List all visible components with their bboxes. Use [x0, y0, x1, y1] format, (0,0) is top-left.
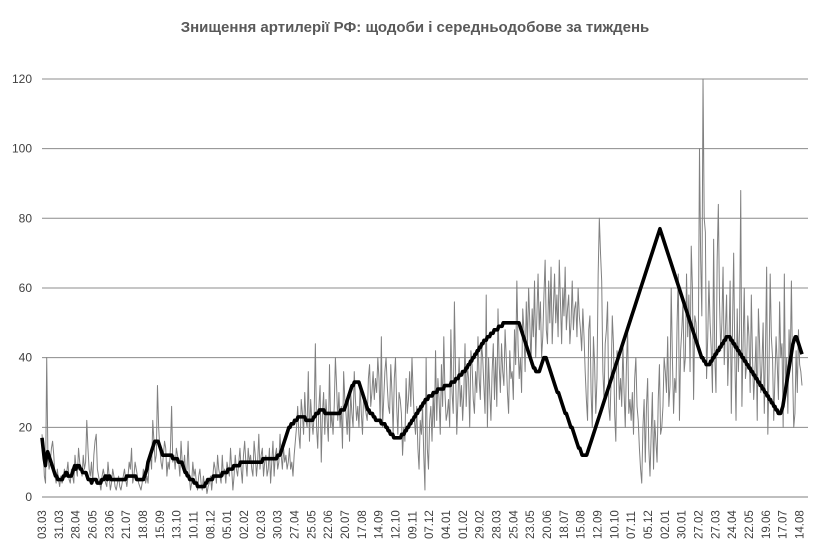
y-tick-label: 80: [19, 211, 33, 225]
x-tick-label: 27.03: [710, 510, 722, 539]
y-axis-labels: 0 20 40 60 80 100 120: [12, 72, 32, 504]
x-tick-label: 17.08: [357, 510, 369, 539]
x-tick-label: 31.03: [54, 510, 66, 539]
x-tick-label: 22.05: [744, 510, 756, 539]
x-tick-label: 25.04: [508, 510, 520, 539]
x-tick-label: 12.09: [593, 510, 605, 539]
x-tick-label: 10.10: [609, 510, 621, 539]
y-tick-label: 40: [19, 351, 33, 365]
x-tick-label: 24.04: [727, 510, 739, 539]
x-tick-label: 28.03: [492, 510, 504, 539]
series-line-daily: [41, 78, 803, 495]
series-line-weekly-average: [40, 226, 804, 489]
x-tick-label: 15.08: [576, 510, 588, 539]
x-tick-label: 04.01: [441, 510, 453, 539]
x-tick-label: 17.07: [778, 510, 790, 539]
x-tick-label: 14.08: [795, 510, 807, 539]
x-tick-label: 09.11: [407, 511, 419, 539]
x-axis-labels: 03.03 31.03 28.04 26.05 23.06 21.07 18.08 15.09…: [37, 510, 807, 539]
x-tick-label: 27.04: [290, 510, 302, 539]
x-tick-label: 08.12: [205, 510, 217, 539]
y-tick-label: 120: [12, 72, 32, 86]
x-tick-label: 20.06: [542, 510, 554, 539]
x-tick-label: 22.06: [323, 510, 335, 539]
x-tick-label: 25.05: [306, 510, 318, 539]
series-lines: [40, 78, 804, 495]
x-tick-label: 18.08: [138, 510, 150, 539]
x-tick-label: 20.07: [340, 510, 352, 539]
x-tick-label: 13.10: [172, 510, 184, 539]
x-tick-label: 02.01: [660, 510, 672, 539]
x-tick-label: 02.03: [256, 510, 268, 539]
x-tick-label: 27.02: [694, 510, 706, 539]
x-tick-label: 21.07: [121, 510, 133, 539]
y-tick-label: 100: [12, 142, 32, 156]
chart-title: Знищення артилерії РФ: щодоби і середньо…: [181, 19, 650, 36]
x-tick-label: 02.02: [239, 510, 251, 539]
x-tick-label: 15.09: [155, 510, 167, 539]
gridlines: [42, 78, 808, 428]
x-tick-label: 19.06: [761, 510, 773, 539]
x-tick-label: 07.12: [424, 510, 436, 539]
y-tick-label: 20: [19, 420, 33, 434]
x-tick-label: 23.05: [525, 510, 537, 539]
x-tick-label: 12.10: [391, 510, 403, 539]
y-tick-label: 0: [25, 490, 32, 504]
x-tick-label: 26.05: [88, 510, 100, 539]
y-tick-label: 60: [19, 281, 33, 295]
x-tick-label: 29.02: [475, 510, 487, 539]
x-tick-label: 14.09: [374, 510, 386, 539]
x-tick-label: 05.12: [643, 510, 655, 539]
x-tick-label: 01.02: [458, 510, 470, 539]
x-tick-label: 07.11: [626, 511, 638, 539]
x-tick-label: 30.01: [677, 510, 689, 539]
x-tick-label: 03.03: [37, 510, 49, 539]
x-tick-label: 23.06: [104, 510, 116, 539]
x-tick-label: 10.11: [189, 511, 201, 539]
x-tick-label: 28.04: [71, 510, 83, 539]
x-tick-label: 30.03: [273, 510, 285, 539]
x-tick-label: 18.07: [559, 510, 571, 539]
x-tick-label: 05.01: [222, 510, 234, 539]
